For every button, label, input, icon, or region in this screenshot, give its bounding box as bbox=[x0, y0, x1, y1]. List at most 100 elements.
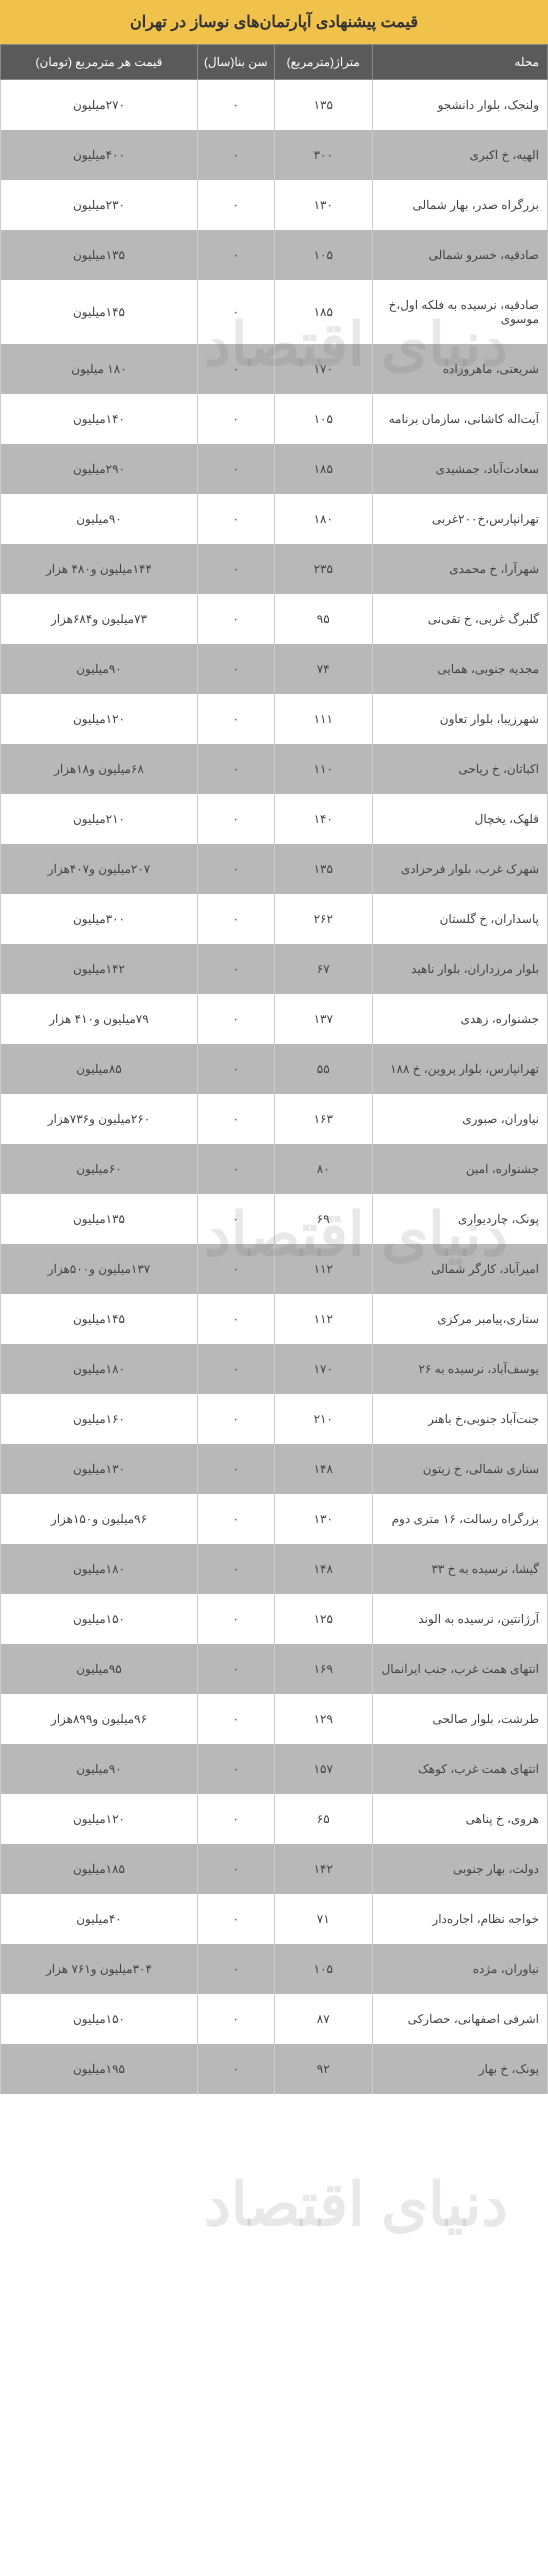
table-row: جنت‌آباد جنوبی،خ باهنر۲۱۰۰۱۶۰میلیون bbox=[1, 1394, 548, 1444]
table-cell: ۰ bbox=[197, 230, 274, 280]
table-cell: نیاوران، مژده bbox=[372, 1944, 547, 1994]
col-header-location: محله bbox=[372, 45, 547, 80]
table-cell: ۱۳۰ bbox=[274, 180, 372, 230]
table-row: بزرگراه رسالت، ۱۶ متری دوم۱۳۰۰۹۶میلیون و… bbox=[1, 1494, 548, 1544]
table-cell: ۱۳۵میلیون bbox=[1, 1194, 198, 1244]
table-cell: ۱۲۰میلیون bbox=[1, 694, 198, 744]
table-cell: ستاری،پیامبر مرکزی bbox=[372, 1294, 547, 1344]
table-cell: ۰ bbox=[197, 1094, 274, 1144]
table-row: انتهای همت غرب، کوهک۱۵۷۰۹۰میلیون bbox=[1, 1744, 548, 1794]
table-cell: ۱۱۰ bbox=[274, 744, 372, 794]
table-cell: ۷۱ bbox=[274, 1894, 372, 1944]
table-cell: آیت‌اله کاشانی، سازمان برنامه bbox=[372, 394, 547, 444]
table-cell: ۲۰۷میلیون و۴۰۷هزار bbox=[1, 844, 198, 894]
table-cell: ۱۴۸ bbox=[274, 1444, 372, 1494]
table-cell: ۱۳۷میلیون و۵۰۰هزار bbox=[1, 1244, 198, 1294]
table-cell: پونک، چاردیواری bbox=[372, 1194, 547, 1244]
table-cell: ۰ bbox=[197, 794, 274, 844]
table-cell: ۱۹۵میلیون bbox=[1, 2044, 198, 2094]
table-cell: ۰ bbox=[197, 594, 274, 644]
table-row: ستاری،پیامبر مرکزی۱۱۲۰۱۴۵میلیون bbox=[1, 1294, 548, 1344]
table-cell: ۱۶۳ bbox=[274, 1094, 372, 1144]
table-cell: یوسف‌آباد، نرسیده به ۲۶ bbox=[372, 1344, 547, 1394]
table-row: گیشا، نرسیده به خ ۳۳۱۴۸۰۱۸۰میلیون bbox=[1, 1544, 548, 1594]
table-row: یوسف‌آباد، نرسیده به ۲۶۱۷۰۰۱۸۰میلیون bbox=[1, 1344, 548, 1394]
table-cell: ۱۳۰ bbox=[274, 1494, 372, 1544]
table-row: طرشت، بلوار صالحی۱۲۹۰۹۶میلیون و۸۹۹هزار bbox=[1, 1694, 548, 1744]
table-title: قیمت پیشنهادی آپارتمان‌های نوساز در تهرا… bbox=[0, 0, 548, 44]
table-cell: تهرانپارس، بلوار پروین، خ ۱۸۸ bbox=[372, 1044, 547, 1094]
col-header-area: متراژ(مترمربع) bbox=[274, 45, 372, 80]
table-row: جشنواره، زهدی۱۳۷۰۷۹میلیون و۴۱۰ هزار bbox=[1, 994, 548, 1044]
table-cell: خواجه نظام، اجاره‌دار bbox=[372, 1894, 547, 1944]
table-cell: ۰ bbox=[197, 1344, 274, 1394]
table-cell: ۱۲۵ bbox=[274, 1594, 372, 1644]
table-cell: شهرک غرب، بلوار فرحزادی bbox=[372, 844, 547, 894]
table-cell: ۰ bbox=[197, 444, 274, 494]
table-cell: ۰ bbox=[197, 1144, 274, 1194]
table-cell: ۳۰۴میلیون و۷۶۱ هزار bbox=[1, 1944, 198, 1994]
table-cell: ۳۰۰میلیون bbox=[1, 894, 198, 944]
apartments-table: محله متراژ(مترمربع) سن بنا(سال) قیمت هر … bbox=[0, 44, 548, 2094]
table-cell: ۰ bbox=[197, 1644, 274, 1694]
table-row: نیاوران، مژده۱۰۵۰۳۰۴میلیون و۷۶۱ هزار bbox=[1, 1944, 548, 1994]
table-cell: ۲۹۰میلیون bbox=[1, 444, 198, 494]
table-cell: ۱۵۷ bbox=[274, 1744, 372, 1794]
table-cell: ستاری شمالی، خ زیتون bbox=[372, 1444, 547, 1494]
table-row: پونک، چاردیواری۶۹۰۱۳۵میلیون bbox=[1, 1194, 548, 1244]
table-cell: ۰ bbox=[197, 1944, 274, 1994]
table-cell: ۱۳۵ bbox=[274, 844, 372, 894]
table-row: شریعتی، ماهروزاده۱۷۰۰۱۸۰ میلیون bbox=[1, 344, 548, 394]
table-cell: ۹۰میلیون bbox=[1, 1744, 198, 1794]
table-cell: اشرفی اصفهانی، حصارکی bbox=[372, 1994, 547, 2044]
table-cell: صادقیه، خسرو شمالی bbox=[372, 230, 547, 280]
table-cell: ۹۵میلیون bbox=[1, 1644, 198, 1694]
table-row: بزرگراه صدر، بهار شمالی۱۳۰۰۲۳۰میلیون bbox=[1, 180, 548, 230]
table-cell: ۰ bbox=[197, 1394, 274, 1444]
table-cell: ۱۱۲ bbox=[274, 1244, 372, 1294]
table-cell: شهرآرا، خ محمدی bbox=[372, 544, 547, 594]
table-cell: ۰ bbox=[197, 1044, 274, 1094]
table-cell: ۱۳۰میلیون bbox=[1, 1444, 198, 1494]
table-cell: ۱۰۵ bbox=[274, 1944, 372, 1994]
table-cell: ۰ bbox=[197, 1894, 274, 1944]
table-cell: ۱۸۵میلیون bbox=[1, 1844, 198, 1894]
table-cell: گلبرگ غربی، خ تقی‌نی bbox=[372, 594, 547, 644]
table-cell: تهرانپارس،خ۲۰۰غربی bbox=[372, 494, 547, 544]
table-cell: ۶۷ bbox=[274, 944, 372, 994]
table-cell: ۰ bbox=[197, 644, 274, 694]
table-cell: ۱۴۲میلیون bbox=[1, 944, 198, 994]
table-cell: ۱۱۲ bbox=[274, 1294, 372, 1344]
table-row: تهرانپارس، بلوار پروین، خ ۱۸۸۵۵۰۸۵میلیون bbox=[1, 1044, 548, 1094]
table-cell: ۰ bbox=[197, 130, 274, 180]
table-cell: ۰ bbox=[197, 994, 274, 1044]
table-cell: هروی، خ پناهی bbox=[372, 1794, 547, 1844]
table-cell: الهیه، خ اکبری bbox=[372, 130, 547, 180]
table-cell: ولنجک، بلوار دانشجو bbox=[372, 80, 547, 131]
table-cell: پونک، خ بهار bbox=[372, 2044, 547, 2094]
table-cell: پاسداران، خ گلستان bbox=[372, 894, 547, 944]
table-cell: ۰ bbox=[197, 1244, 274, 1294]
table-cell: ۰ bbox=[197, 544, 274, 594]
table-cell: ۰ bbox=[197, 80, 274, 131]
table-cell: ۰ bbox=[197, 1994, 274, 2044]
table-cell: ۹۲ bbox=[274, 2044, 372, 2094]
table-cell: ۰ bbox=[197, 1494, 274, 1544]
table-row: قلهک، یخچال۱۴۰۰۲۱۰میلیون bbox=[1, 794, 548, 844]
table-cell: ۳۰۰ bbox=[274, 130, 372, 180]
col-header-price: قیمت هر مترمربع (تومان) bbox=[1, 45, 198, 80]
table-cell: ۱۳۷ bbox=[274, 994, 372, 1044]
table-cell: ۰ bbox=[197, 944, 274, 994]
table-cell: ۰ bbox=[197, 2044, 274, 2094]
table-cell: امیرآباد، کارگر شمالی bbox=[372, 1244, 547, 1294]
table-cell: ۲۷۰میلیون bbox=[1, 80, 198, 131]
table-cell: انتهای همت غرب، جنب ایرانمال bbox=[372, 1644, 547, 1694]
table-row: صادقیه، نرسیده به فلکه اول،خ موسوی۱۸۵۰۱۴… bbox=[1, 280, 548, 344]
table-cell: ۰ bbox=[197, 1744, 274, 1794]
table-row: گلبرگ غربی، خ تقی‌نی۹۵۰۷۳میلیون و۶۸۴هزار bbox=[1, 594, 548, 644]
table-cell: ۱۸۰میلیون bbox=[1, 1544, 198, 1594]
table-cell: ۰ bbox=[197, 1794, 274, 1844]
table-cell: ۰ bbox=[197, 344, 274, 394]
table-cell: ۸۷ bbox=[274, 1994, 372, 2044]
table-cell: ۱۳۵میلیون bbox=[1, 230, 198, 280]
